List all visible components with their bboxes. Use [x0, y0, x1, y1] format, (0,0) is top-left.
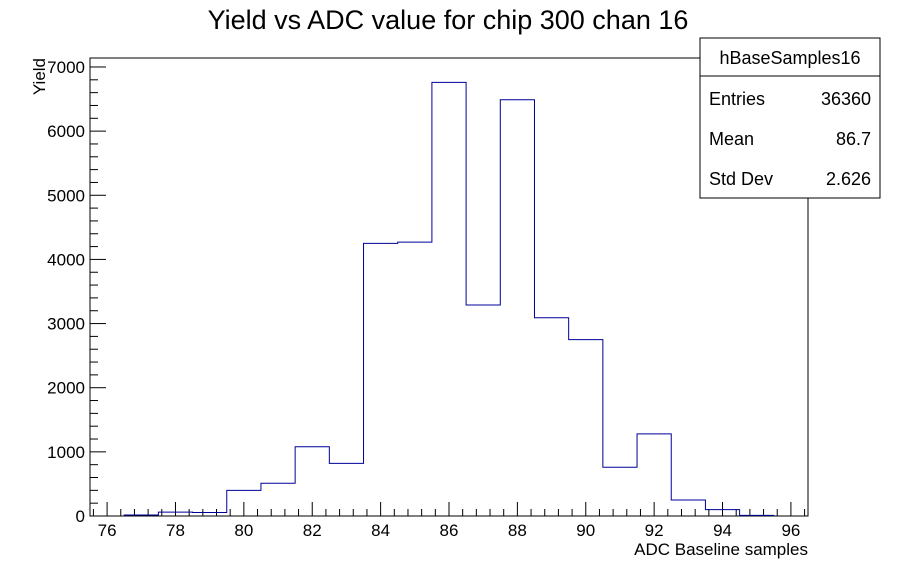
histogram-bin — [432, 82, 466, 516]
x-tick-label: 94 — [713, 521, 732, 540]
x-tick-label: 82 — [303, 521, 322, 540]
histogram-bin — [329, 463, 363, 516]
histogram-bin — [466, 305, 500, 516]
y-tick-label: 4000 — [47, 250, 85, 269]
histogram-bin — [500, 100, 534, 516]
histogram-bin — [364, 243, 398, 516]
x-tick-label: 96 — [781, 521, 800, 540]
x-tick-label: 80 — [234, 521, 253, 540]
histogram-bin — [603, 467, 637, 516]
y-tick-label: 1000 — [47, 443, 85, 462]
histogram-bin — [569, 340, 603, 516]
stats-entries-value: 36360 — [821, 89, 871, 109]
x-tick-label: 78 — [166, 521, 185, 540]
x-tick-label: 76 — [98, 521, 117, 540]
stats-mean-label: Mean — [709, 129, 754, 149]
y-axis-label: Yield — [30, 58, 49, 95]
stats-box: hBaseSamples16 Entries 36360 Mean 86.7 S… — [699, 37, 881, 199]
y-tick-label: 2000 — [47, 379, 85, 398]
y-axis: 0 1000 2000 3000 4000 5000 6000 7000 — [47, 58, 106, 526]
stats-box-frame — [699, 37, 881, 199]
y-tick-label: 0 — [76, 507, 85, 526]
stats-mean-value: 86.7 — [836, 129, 871, 149]
y-tick-label: 6000 — [47, 122, 85, 141]
stats-stddev-label: Std Dev — [709, 169, 773, 189]
x-tick-label: 88 — [508, 521, 527, 540]
stats-stddev-value: 2.626 — [826, 169, 871, 189]
stats-histogram-name: hBaseSamples16 — [719, 48, 860, 68]
y-tick-label: 5000 — [47, 186, 85, 205]
histogram-bin — [398, 242, 432, 516]
histogram-bin — [261, 483, 295, 516]
x-tick-label: 90 — [576, 521, 595, 540]
chart-title: Yield vs ADC value for chip 300 chan 16 — [208, 5, 689, 35]
x-tick-label: 86 — [440, 521, 459, 540]
x-axis-label: ADC Baseline samples — [634, 540, 808, 559]
histogram-bins — [124, 82, 774, 516]
histogram-bin — [671, 500, 705, 516]
y-tick-label: 3000 — [47, 315, 85, 334]
histogram-bin — [534, 318, 568, 516]
histogram-outline — [123, 81, 775, 516]
x-tick-label: 92 — [645, 521, 664, 540]
stats-entries-label: Entries — [709, 89, 765, 109]
x-axis: 76 78 80 82 84 86 88 90 92 94 96 — [92, 502, 806, 540]
histogram-bin — [193, 512, 227, 516]
x-tick-label: 84 — [371, 521, 390, 540]
y-tick-label: 7000 — [47, 58, 85, 77]
